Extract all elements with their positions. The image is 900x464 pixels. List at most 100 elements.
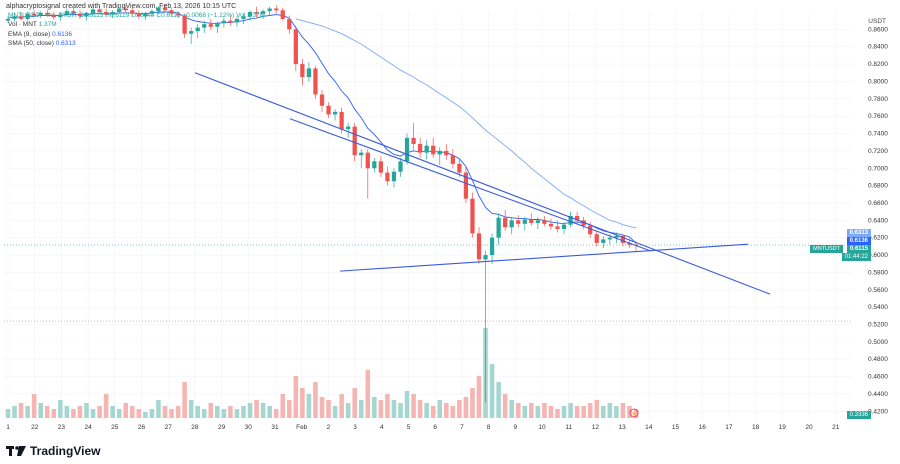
candle-body xyxy=(365,152,370,169)
candle-body xyxy=(84,12,89,17)
volume-bar xyxy=(215,406,220,418)
candle-body xyxy=(149,11,155,14)
countdown-tag: 01:44:22 xyxy=(841,253,871,261)
candle-body xyxy=(607,237,612,240)
candle-body xyxy=(450,155,455,164)
candle-body xyxy=(437,150,442,155)
volume-bar xyxy=(372,397,377,418)
candle-body xyxy=(64,11,70,15)
candle-body xyxy=(228,20,233,23)
candle-body xyxy=(247,12,253,17)
volume-bar xyxy=(241,406,246,418)
volume-bar xyxy=(332,406,338,418)
volume-bar xyxy=(143,412,148,418)
volume-bar xyxy=(71,409,76,418)
volume-bar xyxy=(77,406,83,418)
x-tick-label: 12 xyxy=(592,424,600,431)
grid xyxy=(4,12,852,420)
volume-bar xyxy=(417,400,423,418)
candle-body xyxy=(404,137,410,162)
candle-body xyxy=(574,216,580,221)
volume-bar xyxy=(18,403,24,418)
candle-body xyxy=(260,11,266,14)
candle-body xyxy=(38,12,43,16)
volume-bar xyxy=(470,388,475,418)
tradingview-logo[interactable]: TradingView xyxy=(6,444,100,458)
candle-body xyxy=(326,105,331,115)
volume-bar xyxy=(90,409,96,418)
x-tick-label: 8 xyxy=(487,424,491,431)
volume-bar xyxy=(280,394,286,418)
x-tick-label: 22 xyxy=(31,424,39,431)
y-axis: 0.8600 0.8400 0.8200 0.8000 0.7800 0.7600 0.74… xyxy=(868,26,888,415)
volume-bar xyxy=(555,409,560,418)
candle-body xyxy=(522,219,527,224)
volume-bar xyxy=(601,406,606,418)
x-tick-label: 13 xyxy=(618,424,626,431)
volume-bar xyxy=(300,388,305,418)
candle-body xyxy=(123,8,128,11)
volume-bar xyxy=(175,406,181,418)
volume-bar xyxy=(391,400,397,418)
volume-bar xyxy=(607,403,613,418)
y-tick-label: 0.8200 xyxy=(868,61,888,68)
candle-body xyxy=(463,172,469,199)
volume-bar xyxy=(535,406,541,418)
lightning-icon[interactable] xyxy=(629,408,639,418)
volume-bar xyxy=(529,403,534,418)
candle-body xyxy=(274,8,279,11)
volume-bar xyxy=(430,406,436,418)
candle-body xyxy=(378,161,384,173)
candle-body xyxy=(483,255,488,260)
x-tick-label: 6 xyxy=(433,424,437,431)
candle-body xyxy=(202,24,207,28)
candle-body xyxy=(208,24,213,27)
candle-body xyxy=(601,239,606,243)
candle-body xyxy=(254,12,259,14)
volume-bar xyxy=(195,406,200,418)
candle-body xyxy=(130,10,135,14)
candle-body xyxy=(182,15,187,34)
candle-body xyxy=(293,29,298,65)
y-tick-label: 0.5000 xyxy=(868,339,888,346)
volume-bar xyxy=(437,400,443,418)
x-tick-label: 1 xyxy=(6,424,10,431)
volume-bar xyxy=(306,394,312,418)
y-tick-label: 0.4400 xyxy=(868,391,888,398)
candle-body xyxy=(496,217,501,238)
volume-bar xyxy=(587,403,593,418)
volume-bar xyxy=(273,409,279,418)
candle-body xyxy=(117,8,122,12)
x-tick-label: 31 xyxy=(271,424,279,431)
volume-bar xyxy=(489,364,495,418)
candle-body xyxy=(424,145,429,153)
volume-bar xyxy=(293,376,299,418)
candle-body xyxy=(234,18,240,23)
candle-body xyxy=(77,13,83,17)
volume-bar xyxy=(260,403,266,418)
trendlines xyxy=(194,72,771,295)
volume-bar xyxy=(581,406,586,418)
candle-body xyxy=(97,9,102,12)
volume-bar xyxy=(38,403,43,418)
candle-body xyxy=(359,152,364,156)
volume-bar xyxy=(633,409,639,418)
candle-body xyxy=(103,12,109,15)
volume-bar xyxy=(136,409,142,418)
candle-body xyxy=(516,220,521,224)
volume-bar xyxy=(156,400,161,418)
volume-bar xyxy=(627,406,632,418)
volume-bar xyxy=(287,400,292,418)
volume-bar xyxy=(58,400,63,418)
candle-body xyxy=(5,18,11,21)
candle-body xyxy=(346,126,351,130)
candle-body xyxy=(352,126,357,156)
volume-bar xyxy=(339,394,344,418)
candle-body xyxy=(51,14,56,18)
y-tick-label: 0.7800 xyxy=(868,96,888,103)
volume-bar xyxy=(476,376,482,418)
x-tick-label: 30 xyxy=(245,424,253,431)
volume-bar xyxy=(515,403,521,418)
volume-bar xyxy=(378,400,384,418)
candle-body xyxy=(535,220,541,223)
